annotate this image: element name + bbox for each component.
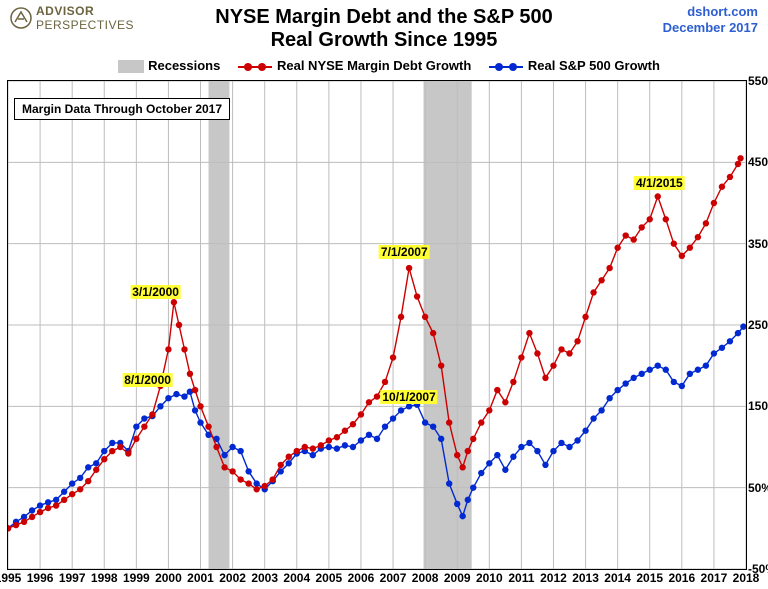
x-tick-label: 2009: [444, 571, 471, 585]
y-tick-label: 350%: [748, 237, 768, 251]
x-tick-label: 1997: [59, 571, 86, 585]
x-tick-label: 2016: [668, 571, 695, 585]
x-tick-label: 2014: [604, 571, 631, 585]
annotation-label: 8/1/2000: [122, 373, 173, 387]
chart-container: ADVISOR PERSPECTIVES dshort.com December…: [0, 0, 768, 589]
x-tick-label: 2010: [476, 571, 503, 585]
annotation-label: 7/1/2007: [379, 245, 430, 259]
x-tick-label: 2006: [348, 571, 375, 585]
plot-area: -50%50%150%250%350%450%550% 199519961997…: [7, 80, 747, 570]
legend-margin: Real NYSE Margin Debt Growth: [277, 58, 471, 73]
x-tick-label: 2017: [701, 571, 728, 585]
recession-swatch: [118, 60, 144, 73]
y-tick-label: 250%: [748, 318, 768, 332]
y-tick-label: 150%: [748, 399, 768, 413]
legend-recessions: Recessions: [148, 58, 220, 73]
annotation-label: 4/1/2015: [634, 176, 685, 190]
x-tick-label: 2005: [316, 571, 343, 585]
x-tick-label: 2002: [219, 571, 246, 585]
x-tick-label: 1996: [27, 571, 54, 585]
legend-sp500-line: [489, 66, 523, 68]
chart-title: NYSE Margin Debt and the S&P 500 Real Gr…: [0, 6, 768, 52]
x-tick-label: 2003: [251, 571, 278, 585]
y-tick-label: 50%: [748, 481, 768, 495]
x-tick-label: 1995: [0, 571, 21, 585]
note-box: Margin Data Through October 2017: [14, 98, 230, 120]
x-tick-label: 2012: [540, 571, 567, 585]
plot-svg: [8, 81, 746, 569]
annotation-label: 10/1/2007: [380, 390, 437, 404]
title-line2: Real Growth Since 1995: [271, 29, 498, 51]
x-tick-label: 2015: [636, 571, 663, 585]
x-tick-label: 2018: [733, 571, 760, 585]
x-tick-label: 2007: [380, 571, 407, 585]
title-line1: NYSE Margin Debt and the S&P 500: [215, 6, 553, 28]
x-tick-label: 1998: [91, 571, 118, 585]
x-tick-label: 2011: [508, 571, 534, 585]
y-tick-label: 550%: [748, 74, 768, 88]
x-tick-label: 2000: [155, 571, 182, 585]
x-tick-label: 2004: [283, 571, 310, 585]
x-tick-label: 1999: [123, 571, 150, 585]
legend: Recessions Real NYSE Margin Debt Growth …: [0, 58, 768, 73]
legend-margin-line: [238, 66, 272, 68]
annotation-label: 3/1/2000: [130, 285, 181, 299]
x-tick-label: 2013: [572, 571, 599, 585]
legend-sp500: Real S&P 500 Growth: [528, 58, 660, 73]
x-tick-label: 2008: [412, 571, 439, 585]
y-tick-label: 450%: [748, 155, 768, 169]
x-tick-label: 2001: [187, 571, 214, 585]
